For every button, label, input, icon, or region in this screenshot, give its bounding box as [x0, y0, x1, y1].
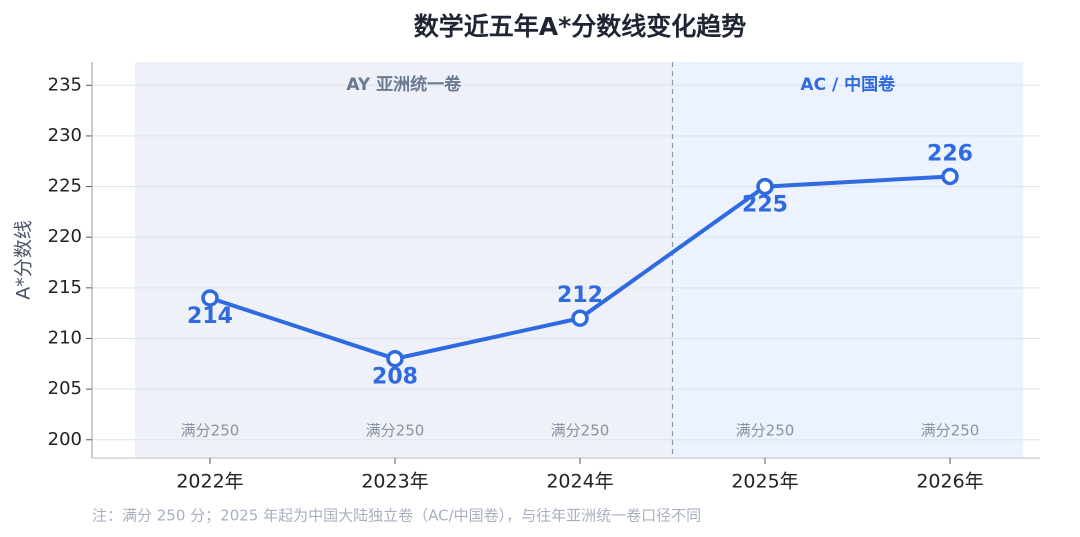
annotation: 满分250	[181, 422, 240, 440]
x-tick-label: 2023年	[361, 471, 428, 493]
data-point	[201, 289, 219, 307]
annotation: 满分250	[366, 422, 425, 440]
y-tick-label: 235	[48, 74, 82, 95]
y-tick-label: 215	[48, 277, 82, 298]
data-label: 212	[557, 283, 603, 308]
x-tick-label: 2024年	[546, 471, 613, 493]
region-label: AC / 中国卷	[800, 74, 896, 95]
data-point	[756, 177, 774, 196]
data-label: 226	[927, 141, 973, 166]
y-tick-label: 230	[48, 125, 82, 146]
x-tick-label: 2026年	[916, 471, 983, 493]
data-point	[941, 167, 959, 186]
region-label: AY 亚洲统一卷	[346, 74, 462, 95]
chart-title: 数学近五年A*分数线变化趋势	[414, 12, 746, 41]
data-label: 208	[372, 365, 418, 390]
annotation: 满分250	[551, 422, 610, 440]
y-tick-label: 220	[48, 226, 82, 247]
footnote: 注：满分 250 分；2025 年起为中国大陆独立卷（AC/中国卷），与往年亚洲…	[92, 507, 701, 525]
data-point	[386, 349, 404, 368]
y-tick-label: 200	[48, 429, 82, 450]
y-tick-label: 225	[48, 176, 82, 197]
data-label: 225	[742, 193, 788, 218]
x-tick-label: 2022年	[176, 471, 243, 493]
y-tick-label: 210	[48, 327, 82, 348]
data-label: 214	[187, 304, 233, 329]
region-band	[672, 62, 1023, 458]
x-tick-label: 2025年	[731, 471, 798, 493]
annotation: 满分250	[736, 422, 795, 440]
data-point	[571, 309, 589, 327]
region-band	[135, 62, 673, 458]
y-tick-label: 205	[48, 378, 82, 399]
annotation: 满分250	[921, 422, 980, 440]
y-axis-label: A*分数线	[13, 220, 35, 300]
